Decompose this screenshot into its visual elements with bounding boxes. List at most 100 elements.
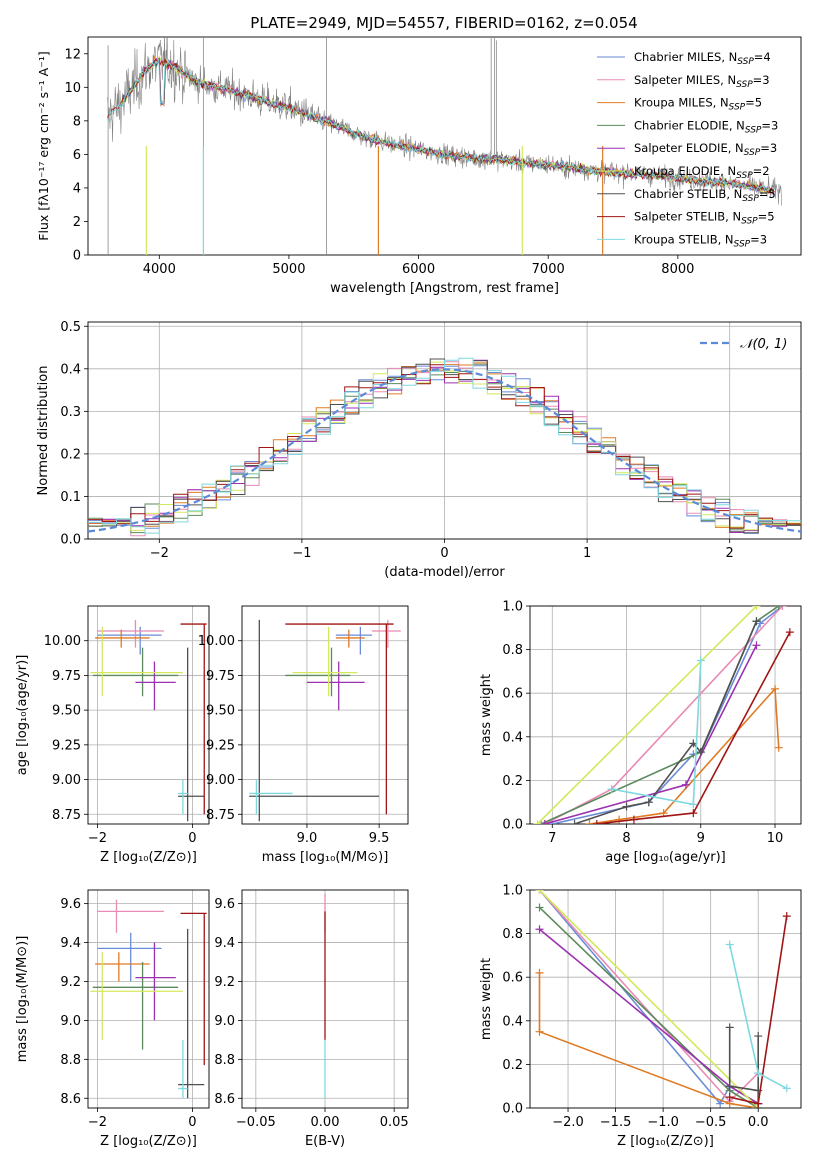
plot-area: [533, 606, 794, 824]
legend-label-sub: SSP: [734, 239, 751, 249]
y-tick-label: 9.50: [52, 704, 81, 719]
x-tick-label: 7: [548, 831, 556, 846]
series-marker: [607, 785, 616, 794]
x-tick-label: −2.0: [552, 1115, 584, 1130]
y-tick-label: 8.6: [60, 1092, 81, 1107]
y-tick-label: 9.50: [206, 704, 235, 719]
y-tick-label: 12: [64, 47, 81, 62]
series-marker: [570, 820, 579, 824]
x-tick-label: −2: [88, 1115, 107, 1130]
series-marker: [752, 641, 761, 650]
series-marker: [696, 748, 705, 757]
x-axis-label: (data-model)/error: [384, 565, 505, 580]
series-marker: [752, 617, 761, 626]
series-marker: [535, 903, 544, 912]
errorbar-point-chabrier-stelib: [178, 647, 205, 822]
x-tick-label: 5000: [272, 262, 305, 277]
legend-label-text: Chabrier MILES, N: [634, 50, 737, 64]
errorbar-point-salpeter-miles: [97, 899, 164, 933]
series-line-chabrier-miles: [552, 606, 783, 824]
x-tick-label: 0: [440, 546, 448, 561]
normal-reference-curve: [88, 368, 801, 533]
errorbar-point-chabrier-elodie: [285, 647, 351, 697]
y-tick-label: 0.1: [60, 490, 81, 505]
series-line-salpeter-stelib: [596, 631, 791, 824]
axes-frame: [241, 889, 409, 1109]
chart-mass-weight-vs-Z: −2.0 −1.5 −1.0 −0.5 0.0 0.0 0.2 0.4 0.6 0.8 1.0 Z […: [479, 884, 802, 1149]
x-tick-label: 0.05: [380, 1115, 409, 1130]
y-tick-label: 9.25: [206, 738, 235, 753]
series-marker: [752, 606, 761, 610]
series-marker: [774, 606, 783, 610]
legend-label: Salpeter MILES, NSSP=3: [634, 73, 770, 90]
legend-label: Salpeter STELIB, NSSP=5: [634, 210, 775, 227]
series-marker: [615, 815, 624, 824]
series-marker: [754, 1099, 763, 1108]
errorbar-point-chabrier-stelib: [178, 928, 205, 1099]
x-axis-label: age [log₁₀(age/yr)]: [605, 850, 726, 865]
y-tick-label: 9.00: [52, 773, 81, 788]
series-line-chabrier-stelib: [728, 1027, 759, 1108]
series-marker: [689, 809, 698, 818]
x-axis-label: Z [log₁₀(Z/Z⊙)]: [100, 850, 197, 865]
y-tick-label: 8.8: [60, 1053, 81, 1068]
y-tick-label: 0.2: [60, 447, 81, 462]
y-tick-label: 0.6: [502, 687, 523, 702]
errorbar-point-salpeter-elodie: [306, 661, 365, 711]
legend-label: Salpeter ELODIE, NSSP=3: [634, 141, 777, 158]
y-axis-label: mass [log₁₀(M/M⊙)]: [15, 936, 30, 1063]
y-tick-label: 0.8: [502, 927, 523, 942]
plot-area: [88, 357, 801, 537]
plot-area: [535, 890, 791, 1108]
y-tick-label: 9.4: [214, 936, 235, 951]
legend-label-sub: SSP: [745, 125, 762, 135]
y-tick-label: 9.75: [206, 669, 235, 684]
legend-label-text: Salpeter ELODIE, N: [634, 141, 744, 155]
series-marker: [681, 780, 690, 789]
y-tick-label: 9.6: [214, 897, 235, 912]
y-tick-label: 9.0: [60, 1014, 81, 1029]
y-tick-label: 0.0: [60, 533, 81, 548]
chart-age-vs-Z: −2 0 8.75 9.00 9.25 9.50 9.75 10.00 Z [log₁₀(Z/Z…: [15, 605, 210, 865]
axes-frame: [87, 36, 802, 256]
series-line-kroupa-elodie: [538, 890, 759, 1108]
x-tick-label: 7000: [532, 262, 565, 277]
legend-label-text: Kroupa STELIB, N: [634, 232, 734, 246]
x-tick-label: −1.0: [647, 1115, 679, 1130]
axes-frame: [241, 605, 409, 825]
x-axis-label: Z [log₁₀(Z/Z⊙)]: [617, 1134, 714, 1149]
legend-label-sub: SSP: [744, 148, 761, 158]
y-tick-label: 2: [73, 215, 81, 230]
legend-label-n: =3: [761, 118, 778, 132]
legend-label-n: =5: [745, 96, 762, 110]
y-tick-label: 1.0: [502, 600, 523, 615]
x-tick-label: −2: [88, 831, 107, 846]
series-marker: [725, 1082, 734, 1091]
axes-frame: [529, 605, 802, 825]
series-marker: [782, 1084, 791, 1093]
y-tick-label: 0.0: [502, 1102, 523, 1117]
errorbar-point-kroupa-miles: [95, 952, 150, 982]
legend-label-sub: SSP: [736, 80, 753, 90]
legend-label-n: =3: [760, 141, 777, 155]
series-marker: [754, 1032, 763, 1041]
errorbar-point-salpeter-stelib: [180, 912, 207, 1066]
x-tick-label: 10: [767, 831, 784, 846]
chart-spectrum: 4000 5000 6000 7000 8000 0 2 4 6 8 10 12 wavelength …: [36, 36, 802, 296]
x-tick-label: 0.0: [748, 1115, 769, 1130]
legend-label-sub: SSP: [741, 217, 758, 227]
y-tick-label: 0.5: [60, 320, 81, 335]
legend: 𝒩(0, 1): [700, 337, 787, 352]
errorbar-point-kroupa-miles: [95, 629, 150, 648]
errorbar-point-salpeter-elodie: [135, 661, 176, 711]
series-marker: [725, 1023, 734, 1032]
figure-title: PLATE=2949, MJD=54557, FIBERID=0162, z=0…: [250, 14, 637, 32]
y-tick-label: 6: [73, 148, 81, 163]
x-tick-label: −0.5: [695, 1115, 727, 1130]
x-tick-label: 9.0: [297, 831, 318, 846]
y-axis-label: age [log₁₀(age/yr)]: [15, 655, 30, 776]
x-tick-label: 0.00: [311, 1115, 340, 1130]
histogram-kroupa-stelib: [88, 357, 801, 534]
